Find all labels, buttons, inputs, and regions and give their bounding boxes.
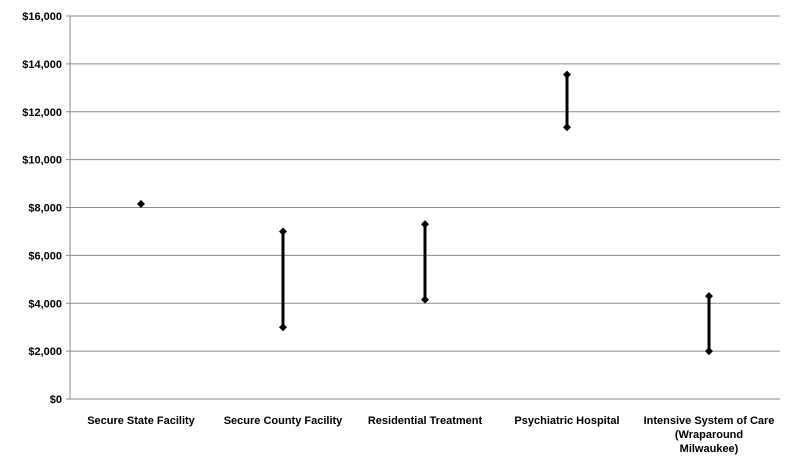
low-marker	[563, 123, 571, 132]
high-marker	[563, 70, 571, 79]
x-category-label-line: Secure State Facility	[87, 415, 195, 427]
x-category-label-line: Residential Treatment	[368, 415, 483, 427]
x-axis-category-labels: Secure State Facility Secure County Facil…	[87, 415, 774, 455]
y-tick-label: $10,000	[22, 155, 62, 167]
y-tick-label: $2,000	[28, 346, 62, 358]
low-marker	[705, 347, 713, 356]
x-category-label-line: (Wraparound	[675, 429, 743, 441]
x-category-label-line: Psychiatric Hospital	[514, 415, 619, 427]
y-tick-label: $6,000	[28, 250, 62, 262]
y-axis-tick-labels: $0 $2,000 $4,000 $6,000 $8,000 $10,000 $12,000…	[22, 11, 62, 406]
high-marker	[421, 220, 429, 229]
x-category-label: Psychiatric Hospital	[514, 415, 619, 427]
x-category-label: Residential Treatment	[368, 415, 483, 427]
high-marker	[705, 292, 713, 301]
y-tick-label: $0	[50, 394, 62, 406]
x-category-label: Intensive System of Care (Wraparound Milwa…	[644, 415, 775, 455]
x-category-label-line: Milwaukee)	[680, 443, 739, 455]
low-marker	[421, 295, 429, 304]
range-series	[137, 70, 713, 356]
gridlines	[66, 15, 780, 400]
x-category-label: Secure County Facility	[224, 415, 343, 427]
y-tick-label: $16,000	[22, 11, 62, 23]
x-category-label-line: Intensive System of Care	[644, 415, 775, 427]
y-tick-label: $8,000	[28, 203, 62, 215]
high-marker	[137, 199, 145, 208]
y-tick-label: $12,000	[22, 107, 62, 119]
x-category-label: Secure State Facility	[87, 415, 195, 427]
low-marker	[279, 323, 287, 332]
y-tick-label: $4,000	[28, 298, 62, 310]
high-marker	[279, 227, 287, 236]
y-tick-label: $14,000	[22, 59, 62, 71]
x-category-label-line: Secure County Facility	[224, 415, 343, 427]
